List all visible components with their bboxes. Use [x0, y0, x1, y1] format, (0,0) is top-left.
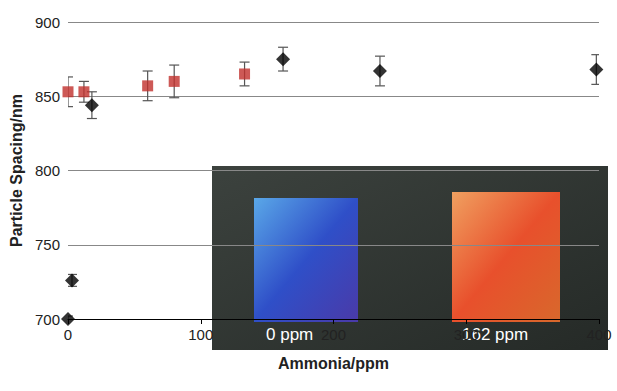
svg-text:750: 750 [35, 236, 60, 253]
svg-text:850: 850 [35, 88, 60, 105]
svg-text:100: 100 [188, 326, 213, 343]
svg-text:0 ppm: 0 ppm [266, 325, 313, 344]
svg-text:400: 400 [586, 326, 611, 343]
svg-text:900: 900 [35, 14, 60, 31]
svg-text:0: 0 [64, 326, 72, 343]
svg-text:Ammonia/ppm: Ammonia/ppm [278, 355, 389, 372]
svg-text:800: 800 [35, 162, 60, 179]
svg-text:Particle Spacing/nm: Particle Spacing/nm [8, 94, 25, 247]
svg-text:700: 700 [35, 311, 60, 328]
svg-text:162 ppm: 162 ppm [462, 325, 529, 344]
svg-text:200: 200 [321, 326, 346, 343]
svg-text:300: 300 [454, 326, 479, 343]
